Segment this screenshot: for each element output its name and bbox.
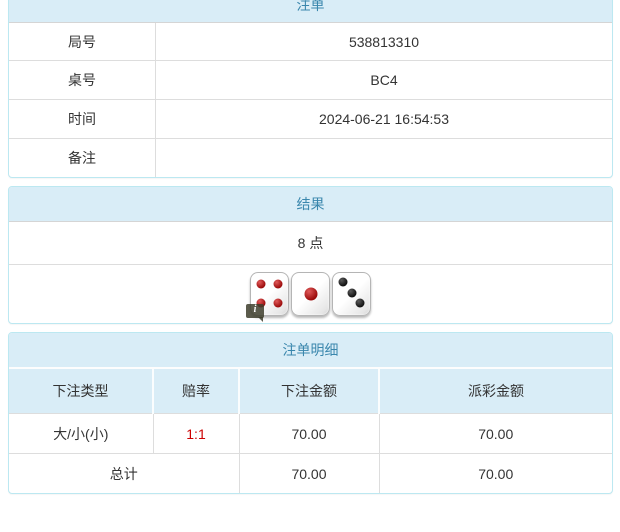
die-1-value-4: i: [246, 272, 289, 322]
die-3-value-3: [332, 272, 371, 316]
total-row: 总计 70.00 70.00: [9, 453, 612, 493]
die-pip: [273, 298, 283, 308]
result-panel-title: 结果: [9, 187, 612, 222]
total-payout-amount-cell: 70.00: [378, 453, 612, 493]
details-table: 下注类型 赔率 下注金额 派彩金额 大/小(小) 1:1 70.00 70.00…: [9, 369, 612, 493]
die-pip: [304, 287, 317, 301]
bet-detail-row: 大/小(小) 1:1 70.00 70.00: [9, 413, 612, 454]
bet-panel-title: 注单: [9, 0, 612, 23]
result-panel: 结果 8 点 i: [8, 186, 613, 324]
round-number-label: 局号: [9, 23, 156, 60]
total-label-cell: 总计: [9, 453, 239, 493]
dice-row: i: [9, 265, 612, 323]
bet-detail-page: 注单 局号 538813310 桌号 BC4 时间 2024-06-21 16:…: [8, 0, 613, 494]
payout-amount-cell: 70.00: [378, 413, 612, 454]
payout-amount-header: 派彩金额: [378, 369, 612, 414]
time-row: 时间 2024-06-21 16:54:53: [9, 99, 612, 138]
bet-panel: 注单 局号 538813310 桌号 BC4 时间 2024-06-21 16:…: [8, 0, 613, 178]
die-pip: [355, 298, 365, 308]
details-header-row: 下注类型 赔率 下注金额 派彩金额: [9, 369, 612, 414]
info-tooltip-icon[interactable]: i: [246, 304, 264, 322]
remark-label: 备注: [9, 139, 156, 177]
die-pip: [338, 277, 348, 287]
die-pip: [256, 298, 266, 308]
round-number-row: 局号 538813310: [9, 23, 612, 60]
odds-header: 赔率: [152, 369, 239, 414]
remark-row: 备注: [9, 138, 612, 177]
die-pip: [256, 279, 266, 289]
die-pip: [273, 279, 283, 289]
remark-value: [156, 139, 612, 177]
time-label: 时间: [9, 100, 156, 138]
table-number-row: 桌号 BC4: [9, 60, 612, 99]
bet-info-table: 局号 538813310 桌号 BC4 时间 2024-06-21 16:54:…: [9, 23, 612, 177]
odds-cell: 1:1: [152, 413, 239, 454]
table-number-label: 桌号: [9, 61, 156, 99]
bet-amount-header: 下注金额: [238, 369, 379, 414]
bet-amount-cell: 70.00: [238, 413, 379, 454]
time-value: 2024-06-21 16:54:53: [319, 111, 449, 127]
details-panel-title: 注单明细: [9, 333, 612, 369]
total-bet-amount-cell: 70.00: [238, 453, 379, 493]
result-points: 8 点: [9, 222, 612, 265]
details-panel: 注单明细 下注类型 赔率 下注金额 派彩金额 大/小(小) 1:1 70.00 …: [8, 332, 613, 494]
bet-type-header: 下注类型: [9, 369, 153, 414]
round-number-value: 538813310: [348, 33, 420, 50]
table-number-value: BC4: [370, 72, 398, 88]
die-pip: [347, 288, 356, 298]
die-2-value-1: [291, 272, 330, 316]
bet-type-cell: 大/小(小): [9, 413, 153, 454]
